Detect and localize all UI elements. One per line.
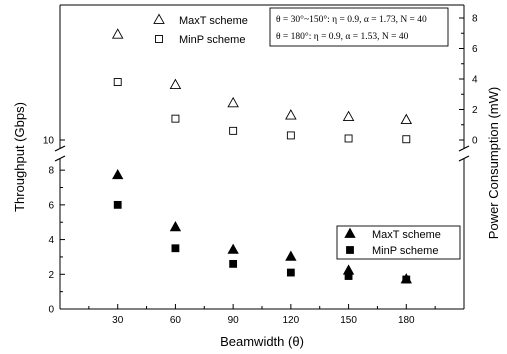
x-tick-label: 150 — [340, 315, 357, 326]
left-y-tick-label: 0 — [48, 305, 54, 316]
right-y-axis: 0 2 4 6 8 — [459, 14, 478, 147]
throughput-minp-point — [402, 275, 411, 284]
right-y-tick-label: 2 — [472, 105, 478, 116]
throughput-minp-point — [286, 268, 295, 277]
legends: MaxT scheme MinP scheme θ = 30°~150°: η = … — [153, 7, 461, 260]
throughput-maxt-point — [227, 243, 239, 254]
right-y-tick-label: 0 — [472, 136, 478, 147]
power-minp-point — [171, 114, 180, 123]
legend-throughput-minp-label: MinP scheme — [372, 245, 438, 257]
legend-open-square — [155, 35, 163, 43]
left-break-mark-upper — [54, 145, 66, 152]
right-break-mark-lower — [458, 155, 470, 162]
left-break-mark-lower — [54, 155, 66, 162]
power-maxt-point — [227, 96, 239, 108]
right-y-tick-label: 8 — [472, 14, 478, 25]
left-y-upper-tick-label: 10 — [43, 136, 55, 147]
left-y-axis-label: Throughput (Gbps) — [12, 102, 27, 212]
power-minp-point — [344, 134, 353, 143]
throughput-maxt-point — [169, 221, 182, 232]
throughput-maxt-point — [112, 168, 124, 180]
legend-filled-triangle — [344, 227, 356, 238]
left-y-tick-label: 4 — [48, 235, 54, 246]
power-maxt-point — [285, 109, 297, 120]
x-tick-label: 180 — [398, 315, 415, 326]
x-axis-label: Beamwidth (θ) — [220, 334, 304, 349]
right-y-tick-label: 4 — [472, 75, 478, 86]
annotation-line-2: θ = 180°: η = 0.9, α = 1.53, N = 40 — [276, 31, 409, 42]
left-y-axis: 0 2 4 6 8 10 — [43, 136, 65, 316]
data-markers — [111, 28, 413, 284]
legend-throughput-maxt-label: MaxT scheme — [372, 229, 441, 241]
legend-filled-square — [346, 246, 354, 254]
legend-power-maxt-label: MaxT scheme — [179, 15, 248, 27]
throughput-maxt-point — [285, 250, 297, 261]
plot-frame — [54, 4, 470, 310]
throughput-minp-point — [344, 272, 353, 280]
power-maxt-point — [342, 110, 355, 121]
power-minp-point — [402, 135, 411, 144]
power-minp-point — [113, 78, 122, 87]
throughput-minp-point — [113, 200, 122, 209]
power-maxt-point — [111, 28, 124, 39]
throughput-legend-box — [336, 225, 461, 260]
x-tick-label: 90 — [228, 315, 240, 326]
x-tick-label: 30 — [112, 315, 124, 326]
x-tick-label: 60 — [170, 315, 182, 326]
throughput-minp-point — [171, 244, 180, 253]
right-break-mark-upper — [458, 145, 470, 152]
power-legend: MaxT scheme MinP scheme — [153, 13, 248, 46]
x-axis: 30 60 90 120 150 180 — [88, 304, 436, 326]
right-y-tick-label: 6 — [472, 44, 478, 55]
x-tick-label: 120 — [283, 315, 300, 326]
right-y-axis-label: Power Consumption (mW) — [486, 87, 501, 239]
legend-power-minp-label: MinP scheme — [179, 34, 245, 46]
power-maxt-point — [400, 113, 413, 125]
throughput-legend: MaxT scheme MinP scheme — [336, 225, 461, 260]
annotation-line-1: θ = 30°~150°: η = 0.9, α = 1.73, N = 40 — [276, 14, 427, 25]
legend-open-triangle — [153, 13, 165, 24]
power-minp-point — [229, 126, 238, 135]
annotation-box — [269, 7, 449, 47]
power-maxt-point — [169, 78, 182, 89]
left-y-tick-label: 6 — [48, 200, 54, 211]
throughput-minp-point — [229, 259, 238, 268]
left-y-tick-label: 8 — [48, 166, 54, 177]
left-y-tick-label: 2 — [48, 270, 54, 281]
parameter-annotation: θ = 30°~150°: η = 0.9, α = 1.73, N = 40 θ… — [269, 7, 449, 47]
power-minp-point — [286, 131, 295, 140]
